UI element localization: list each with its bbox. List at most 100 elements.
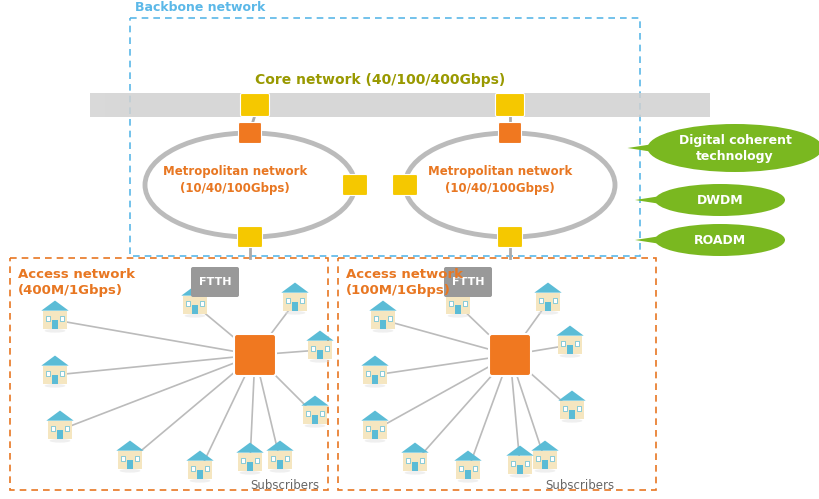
Bar: [403, 453, 426, 472]
Bar: [379, 427, 384, 431]
Bar: [197, 470, 202, 480]
Bar: [129, 93, 132, 117]
Polygon shape: [266, 441, 293, 451]
Bar: [48, 421, 71, 439]
Bar: [270, 457, 274, 461]
Ellipse shape: [654, 224, 784, 256]
FancyBboxPatch shape: [497, 227, 522, 248]
Bar: [567, 345, 572, 354]
Polygon shape: [41, 356, 69, 366]
Bar: [535, 457, 539, 461]
Ellipse shape: [654, 184, 784, 216]
Bar: [538, 298, 542, 303]
Ellipse shape: [44, 329, 66, 333]
FancyBboxPatch shape: [233, 334, 276, 376]
Bar: [310, 346, 314, 351]
Ellipse shape: [310, 359, 330, 363]
Bar: [96, 93, 99, 117]
Bar: [46, 371, 50, 376]
Bar: [183, 295, 206, 314]
Bar: [205, 467, 209, 471]
Ellipse shape: [189, 479, 210, 483]
Ellipse shape: [534, 469, 554, 473]
Bar: [51, 427, 55, 431]
Bar: [380, 320, 386, 329]
Text: Metropolitan network
(10/40/100Gbps): Metropolitan network (10/40/100Gbps): [428, 165, 572, 195]
Ellipse shape: [364, 439, 385, 443]
Ellipse shape: [44, 384, 66, 388]
Bar: [405, 459, 410, 463]
FancyBboxPatch shape: [498, 122, 521, 144]
Bar: [255, 459, 259, 463]
Bar: [308, 341, 331, 359]
Bar: [560, 401, 583, 419]
Text: Digital coherent
technology: Digital coherent technology: [678, 134, 790, 163]
Bar: [188, 461, 211, 480]
Bar: [285, 298, 290, 303]
Bar: [43, 366, 66, 384]
Ellipse shape: [537, 311, 558, 314]
Ellipse shape: [364, 384, 385, 388]
Ellipse shape: [372, 329, 393, 333]
Polygon shape: [186, 451, 214, 461]
FancyBboxPatch shape: [238, 227, 262, 248]
Polygon shape: [505, 446, 533, 456]
Text: FTTH: FTTH: [198, 277, 231, 287]
Bar: [90, 93, 93, 117]
Ellipse shape: [184, 314, 205, 317]
Bar: [541, 460, 547, 470]
Bar: [303, 406, 326, 424]
Ellipse shape: [509, 474, 530, 478]
Polygon shape: [444, 285, 471, 295]
Polygon shape: [558, 391, 585, 401]
Polygon shape: [369, 300, 396, 311]
Bar: [317, 350, 323, 359]
Bar: [365, 427, 369, 431]
Text: Subscribers: Subscribers: [545, 479, 613, 492]
Polygon shape: [181, 285, 208, 295]
Bar: [123, 93, 126, 117]
FancyBboxPatch shape: [240, 93, 269, 116]
Polygon shape: [236, 443, 264, 453]
Bar: [60, 371, 64, 376]
FancyBboxPatch shape: [443, 267, 491, 297]
Polygon shape: [281, 282, 308, 292]
Bar: [552, 298, 557, 303]
Text: Access network
(100M/1Gbps): Access network (100M/1Gbps): [346, 268, 463, 297]
Bar: [456, 461, 479, 480]
Bar: [200, 301, 204, 306]
Text: Subscribers: Subscribers: [250, 479, 319, 492]
Bar: [247, 462, 252, 472]
Polygon shape: [534, 282, 561, 292]
FancyBboxPatch shape: [495, 93, 524, 116]
Bar: [126, 93, 129, 117]
Text: Metropolitan network
(10/40/100Gbps): Metropolitan network (10/40/100Gbps): [163, 165, 307, 195]
Bar: [93, 93, 96, 117]
Bar: [132, 93, 135, 117]
Polygon shape: [301, 396, 328, 406]
Ellipse shape: [50, 439, 70, 443]
Bar: [52, 375, 58, 384]
Text: FTTH: FTTH: [451, 277, 484, 287]
Text: Core network (40/100/400Gbps): Core network (40/100/400Gbps): [255, 73, 505, 87]
Bar: [238, 453, 261, 472]
Bar: [117, 93, 120, 117]
Bar: [372, 375, 378, 384]
Bar: [455, 305, 460, 314]
Polygon shape: [361, 356, 388, 366]
Ellipse shape: [647, 124, 819, 172]
Bar: [560, 341, 564, 346]
Bar: [458, 467, 463, 471]
Bar: [372, 430, 378, 439]
Polygon shape: [555, 325, 583, 336]
Bar: [574, 341, 579, 346]
Bar: [57, 430, 63, 439]
Polygon shape: [634, 236, 660, 244]
Bar: [102, 93, 105, 117]
Bar: [412, 462, 418, 472]
Ellipse shape: [269, 469, 290, 473]
Bar: [108, 93, 111, 117]
Bar: [373, 316, 378, 321]
Polygon shape: [454, 451, 481, 461]
Bar: [120, 93, 123, 117]
